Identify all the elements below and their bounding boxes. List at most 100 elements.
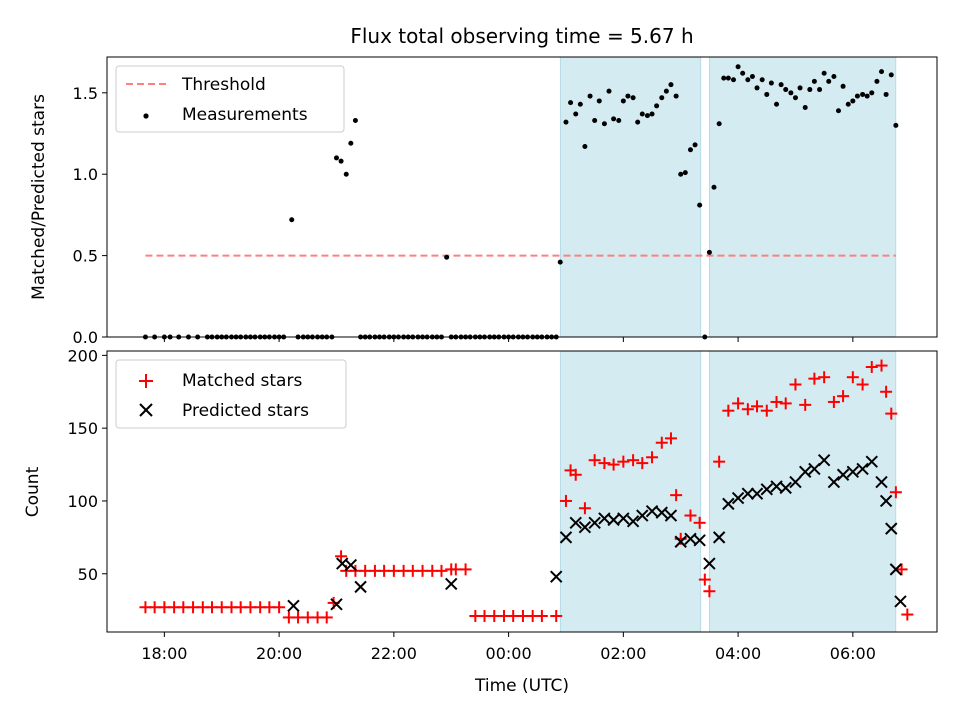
predicted-star-point bbox=[330, 598, 343, 611]
matched-star-point bbox=[889, 486, 902, 499]
measurement-point bbox=[850, 98, 856, 104]
measurement-point bbox=[635, 119, 641, 125]
measurements-legend-label: Measurements bbox=[182, 105, 308, 125]
predicted-star-point bbox=[645, 504, 659, 518]
predicted-star-point bbox=[808, 462, 821, 476]
predicted-star-point bbox=[879, 494, 893, 508]
matched-star-point bbox=[646, 451, 659, 464]
measurement-point bbox=[774, 101, 780, 107]
measurement-point bbox=[573, 111, 579, 117]
measurement-point bbox=[807, 87, 813, 93]
predicted-star-point bbox=[287, 599, 300, 612]
matched-star-point bbox=[636, 457, 649, 470]
top-legend-box bbox=[115, 65, 345, 133]
matched-star-point bbox=[550, 609, 563, 622]
measurement-point bbox=[778, 82, 784, 88]
top-y-ticks: 0.0 0.5 1.0 1.5 bbox=[73, 84, 107, 347]
matched-star-point bbox=[880, 385, 893, 398]
top-y-axis-label: Matched/Predicted stars bbox=[29, 94, 49, 300]
measurement-point bbox=[692, 142, 698, 148]
measurement-point bbox=[716, 121, 722, 127]
measurement-point bbox=[557, 259, 563, 265]
matched-star-point bbox=[569, 468, 582, 481]
top-axes-frame bbox=[106, 56, 938, 338]
matched-star-point bbox=[770, 395, 783, 408]
measurement-point bbox=[745, 77, 751, 83]
predicted-star-point bbox=[846, 465, 860, 479]
matched-star-point bbox=[885, 407, 898, 420]
bottom-axes-frame bbox=[106, 350, 938, 633]
matched-star-point bbox=[741, 403, 754, 416]
matched-star-point bbox=[588, 454, 601, 467]
measurement-point bbox=[860, 91, 866, 97]
measurement-point bbox=[348, 140, 354, 146]
predicted-star-point bbox=[760, 483, 773, 496]
measurement-point bbox=[749, 74, 755, 80]
predicted-star-point bbox=[875, 475, 888, 489]
predicted-star-point bbox=[607, 513, 620, 527]
measurement-point bbox=[611, 116, 617, 122]
predicted-star-point bbox=[836, 468, 850, 481]
top-y-tick-label: 0.0 bbox=[73, 328, 98, 347]
shaded-interval-2 bbox=[709, 56, 897, 338]
measurement-point bbox=[821, 70, 827, 76]
measurements-legend-swatch bbox=[143, 113, 149, 119]
measurement-point bbox=[840, 83, 846, 89]
matched-star-point bbox=[818, 371, 831, 384]
measurement-point bbox=[630, 95, 636, 101]
predicted-star-point bbox=[655, 506, 668, 519]
measurement-point bbox=[783, 87, 789, 93]
measurement-point bbox=[802, 104, 808, 110]
predicted-star-point bbox=[722, 497, 735, 511]
matched-star-point bbox=[751, 400, 764, 413]
measurement-point bbox=[625, 93, 631, 99]
measurement-point bbox=[697, 202, 703, 208]
matched-star-point bbox=[664, 432, 677, 445]
measurement-point bbox=[601, 121, 607, 127]
matched-star-point bbox=[617, 455, 630, 468]
measurement-point bbox=[644, 113, 650, 119]
matched-star-point bbox=[789, 378, 802, 391]
matched-star-point bbox=[901, 608, 914, 621]
measurement-point bbox=[797, 85, 803, 91]
matched-star-point bbox=[684, 509, 697, 522]
measurement-point bbox=[639, 111, 645, 117]
top-legend: Threshold Measurements bbox=[115, 65, 345, 133]
predicted-star-point bbox=[344, 558, 358, 572]
predicted-star-point bbox=[354, 580, 367, 594]
matched-star-point bbox=[655, 436, 668, 449]
predicted-star-point bbox=[750, 487, 764, 500]
matched-star-point bbox=[875, 359, 888, 372]
measurement-point bbox=[826, 78, 832, 84]
bottom-shaded-intervals bbox=[559, 350, 897, 633]
predicted-star-point bbox=[588, 516, 601, 530]
measurement-point bbox=[768, 80, 774, 86]
measurement-point bbox=[663, 88, 669, 94]
matched-star-point bbox=[578, 502, 591, 515]
x-tick-label: 06:00 bbox=[830, 644, 876, 663]
measurement-point bbox=[759, 77, 765, 83]
measurement-point bbox=[817, 87, 823, 93]
top-shaded-intervals bbox=[559, 56, 897, 338]
threshold-legend-label: Threshold bbox=[181, 75, 266, 95]
measurement-point bbox=[289, 217, 295, 223]
predicted-star-point bbox=[550, 570, 563, 583]
x-tick-label: 00:00 bbox=[486, 644, 532, 663]
measurement-point bbox=[721, 75, 727, 81]
measurement-point bbox=[792, 95, 798, 101]
measurement-point bbox=[893, 122, 899, 128]
measurement-point bbox=[352, 117, 358, 123]
shaded-interval-1 bbox=[559, 56, 702, 338]
predicted-star-point bbox=[712, 531, 726, 544]
measurement-point bbox=[731, 77, 737, 83]
top-y-tick-label: 1.5 bbox=[73, 84, 98, 103]
matched-star-point bbox=[865, 361, 878, 374]
predicted-stars-points bbox=[287, 453, 907, 612]
matched-star-point bbox=[559, 494, 572, 507]
measurement-point bbox=[673, 93, 679, 99]
measurement-point bbox=[620, 98, 626, 104]
matched-star-point bbox=[846, 371, 859, 384]
measurement-point bbox=[333, 155, 339, 161]
matched-star-point bbox=[760, 404, 773, 417]
